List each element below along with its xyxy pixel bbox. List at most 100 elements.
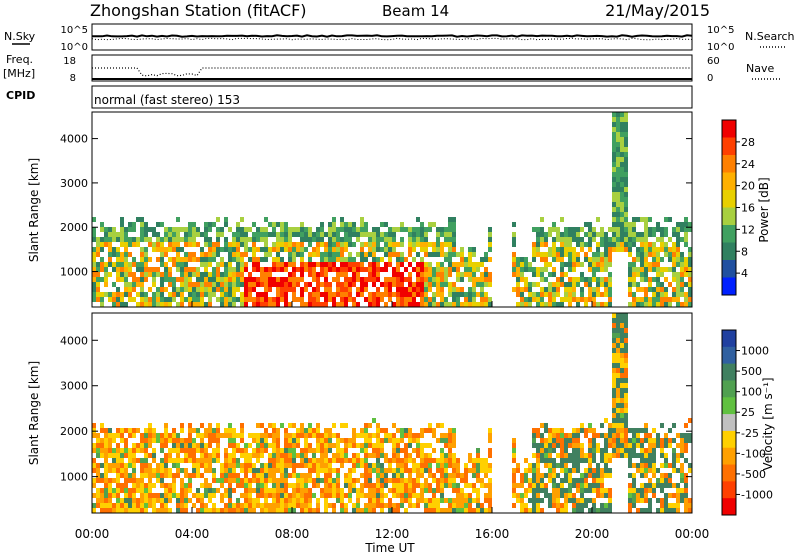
heatmap-cell xyxy=(468,503,472,508)
heatmap-cell xyxy=(292,227,296,232)
heatmap-cell xyxy=(536,302,540,307)
heatmap-cell xyxy=(368,453,372,458)
heatmap-cell xyxy=(252,463,256,468)
heatmap-cell xyxy=(176,438,180,443)
heatmap-cell xyxy=(220,277,224,282)
heatmap-cell xyxy=(488,478,492,483)
heatmap-cell xyxy=(532,242,536,247)
velocity-heatmap-cells xyxy=(92,313,692,513)
heatmap-cell xyxy=(440,498,444,503)
heatmap-cell xyxy=(372,453,376,458)
heatmap-cell xyxy=(632,443,636,448)
heatmap-cell xyxy=(192,468,196,473)
heatmap-cell xyxy=(652,232,656,237)
heatmap-cell xyxy=(452,247,456,252)
heatmap-cell xyxy=(648,302,652,307)
heatmap-cell xyxy=(632,433,636,438)
heatmap-cell xyxy=(272,428,276,433)
heatmap-cell xyxy=(540,277,544,282)
heatmap-cell xyxy=(224,448,228,453)
heatmap-cell xyxy=(556,302,560,307)
heatmap-cell xyxy=(476,267,480,272)
heatmap-cell xyxy=(328,443,332,448)
heatmap-cell xyxy=(348,488,352,493)
heatmap-cell xyxy=(236,237,240,242)
heatmap-cell xyxy=(296,428,300,433)
heatmap-cell xyxy=(116,267,120,272)
heatmap-cell xyxy=(600,433,604,438)
heatmap-cell xyxy=(312,262,316,267)
heatmap-cell xyxy=(204,433,208,438)
heatmap-cell xyxy=(380,237,384,242)
heatmap-cell xyxy=(488,508,492,513)
heatmap-cell xyxy=(168,257,172,262)
heatmap-cell xyxy=(240,463,244,468)
colorbar-segment xyxy=(722,330,736,348)
heatmap-cell xyxy=(224,428,228,433)
heatmap-cell xyxy=(644,302,648,307)
heatmap-cell xyxy=(200,443,204,448)
heatmap-cell xyxy=(256,277,260,282)
heatmap-cell xyxy=(348,473,352,478)
heatmap-cell xyxy=(580,483,584,488)
heatmap-cell xyxy=(328,438,332,443)
heatmap-cell xyxy=(308,267,312,272)
heatmap-cell xyxy=(384,282,388,287)
heatmap-cell xyxy=(676,488,680,493)
heatmap-cell xyxy=(96,287,100,292)
heatmap-cell xyxy=(652,468,656,473)
heatmap-cell xyxy=(204,242,208,247)
heatmap-cell xyxy=(596,473,600,478)
heatmap-cell xyxy=(432,292,436,297)
heatmap-cell xyxy=(100,262,104,267)
heatmap-cell xyxy=(664,473,668,478)
heatmap-cell xyxy=(308,282,312,287)
heatmap-cell xyxy=(132,242,136,247)
heatmap-cell xyxy=(400,252,404,257)
heatmap-cell xyxy=(420,473,424,478)
heatmap-cell xyxy=(396,488,400,493)
heatmap-cell xyxy=(600,262,604,267)
heatmap-cell xyxy=(520,503,524,508)
heatmap-cell xyxy=(428,428,432,433)
heatmap-cell xyxy=(240,503,244,508)
heatmap-cell xyxy=(464,498,468,503)
heatmap-cell xyxy=(544,423,548,428)
heatmap-cell xyxy=(152,267,156,272)
heatmap-cell xyxy=(232,297,236,302)
heatmap-cell xyxy=(604,292,608,297)
heatmap-cell xyxy=(440,508,444,513)
heatmap-cell xyxy=(364,433,368,438)
heatmap-cell xyxy=(256,227,260,232)
heatmap-cell xyxy=(184,252,188,257)
heatmap-cell xyxy=(644,252,648,257)
heatmap-cell xyxy=(668,463,672,468)
heatmap-cell xyxy=(380,498,384,503)
heatmap-cell xyxy=(516,262,520,267)
heatmap-cell xyxy=(420,297,424,302)
heatmap-cell xyxy=(188,428,192,433)
heatmap-cell xyxy=(212,257,216,262)
heatmap-cell xyxy=(488,272,492,277)
heatmap-cell xyxy=(392,302,396,307)
heatmap-cell xyxy=(688,257,692,262)
heatmap-cell xyxy=(412,302,416,307)
heatmap-cell xyxy=(112,237,116,242)
heatmap-cell xyxy=(184,453,188,458)
heatmap-cell xyxy=(276,252,280,257)
heatmap-cell xyxy=(644,428,648,433)
heatmap-cell xyxy=(544,262,548,267)
heatmap-cell xyxy=(284,282,288,287)
heatmap-cell xyxy=(96,262,100,267)
heatmap-cell xyxy=(656,468,660,473)
heatmap-cell xyxy=(120,232,124,237)
heatmap-cell xyxy=(624,147,628,152)
heatmap-cell xyxy=(552,297,556,302)
heatmap-cell xyxy=(404,453,408,458)
heatmap-cell xyxy=(460,272,464,277)
heatmap-cell xyxy=(648,277,652,282)
heatmap-cell xyxy=(344,237,348,242)
heatmap-cell xyxy=(224,453,228,458)
heatmap-cell xyxy=(188,257,192,262)
heatmap-cell xyxy=(680,302,684,307)
